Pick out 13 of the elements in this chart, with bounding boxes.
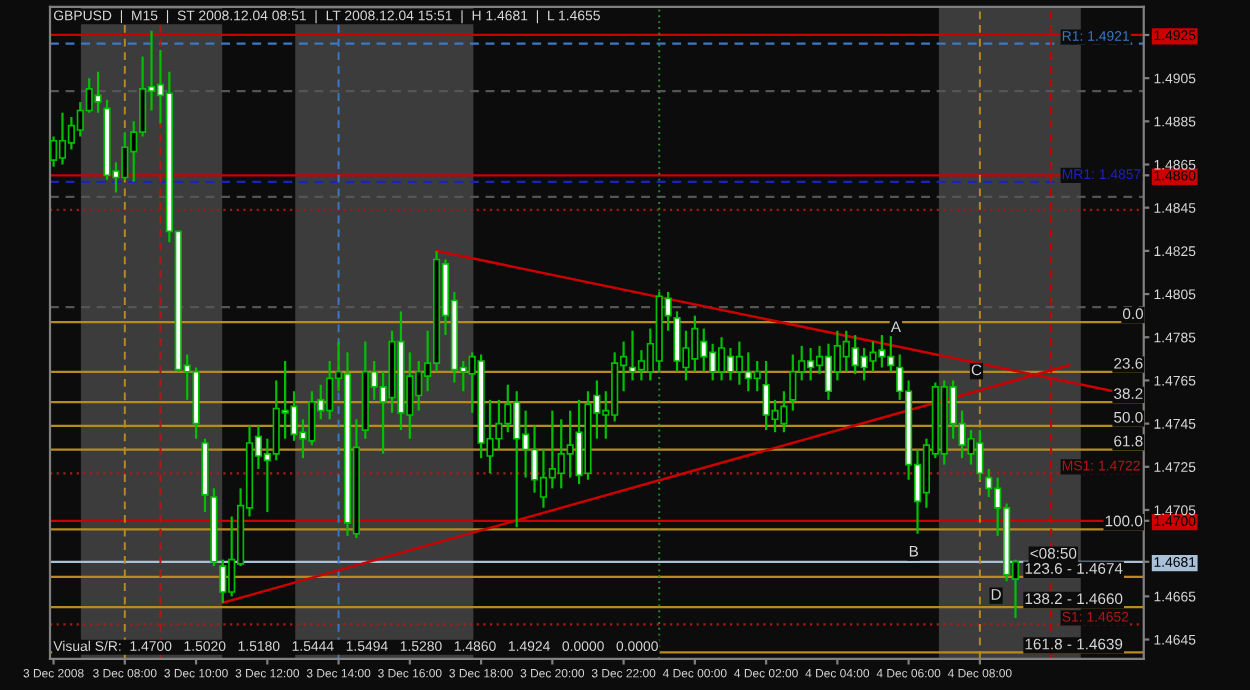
candlestick: [94, 70, 102, 114]
candlestick: [753, 359, 761, 393]
candlestick: [628, 329, 637, 382]
candlestick: [789, 353, 797, 412]
candlestick: [824, 342, 833, 401]
candlestick: [539, 448, 548, 509]
candlestick: [726, 346, 735, 382]
candlestick: [219, 558, 227, 604]
candlestick: [58, 111, 67, 166]
candlestick: [50, 135, 58, 168]
candlestick: [530, 424, 539, 494]
candlestick: [637, 349, 646, 382]
candlestick: [717, 336, 726, 382]
